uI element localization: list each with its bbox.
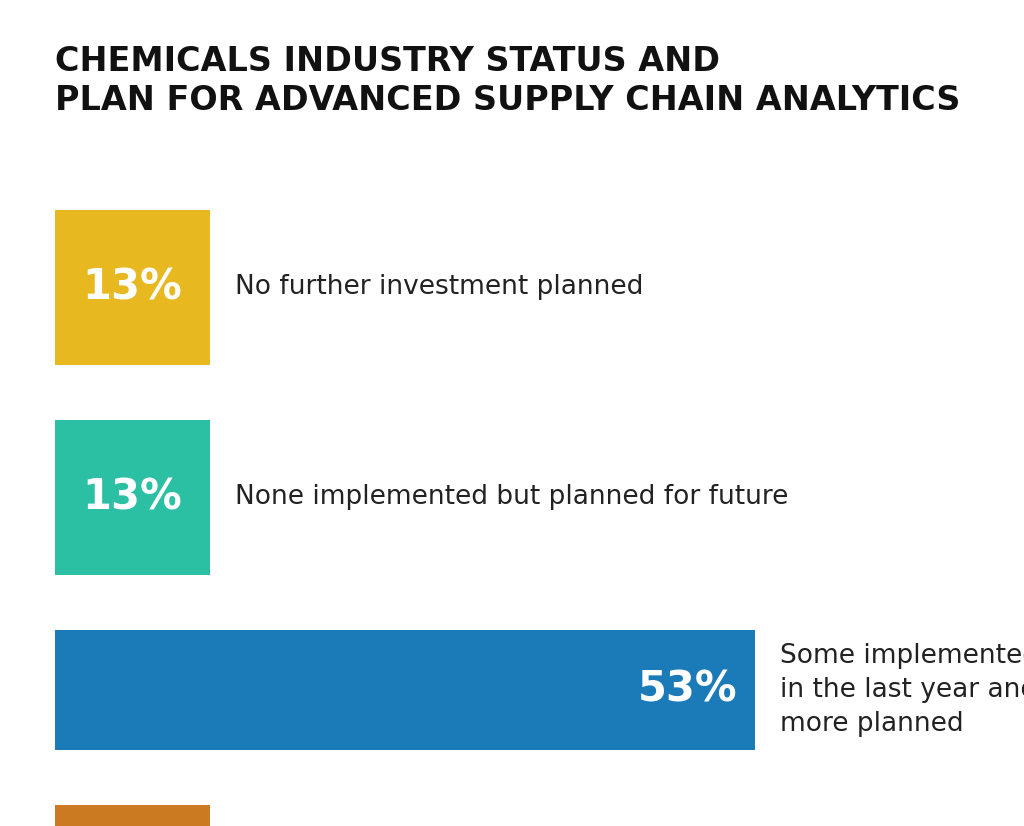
- Bar: [55, 420, 210, 575]
- Text: CHEMICALS INDUSTRY STATUS AND
PLAN FOR ADVANCED SUPPLY CHAIN ANALYTICS: CHEMICALS INDUSTRY STATUS AND PLAN FOR A…: [55, 45, 961, 117]
- Text: No further investment planned: No further investment planned: [234, 274, 643, 301]
- Text: 13%: 13%: [83, 267, 182, 308]
- Text: 13%: 13%: [83, 477, 182, 519]
- Bar: [55, 630, 755, 750]
- Bar: [55, 210, 210, 365]
- Text: 53%: 53%: [637, 669, 737, 711]
- Bar: [55, 805, 210, 826]
- Text: Some implemented
in the last year and
more planned: Some implemented in the last year and mo…: [780, 643, 1024, 737]
- Text: None implemented but planned for future: None implemented but planned for future: [234, 485, 788, 510]
